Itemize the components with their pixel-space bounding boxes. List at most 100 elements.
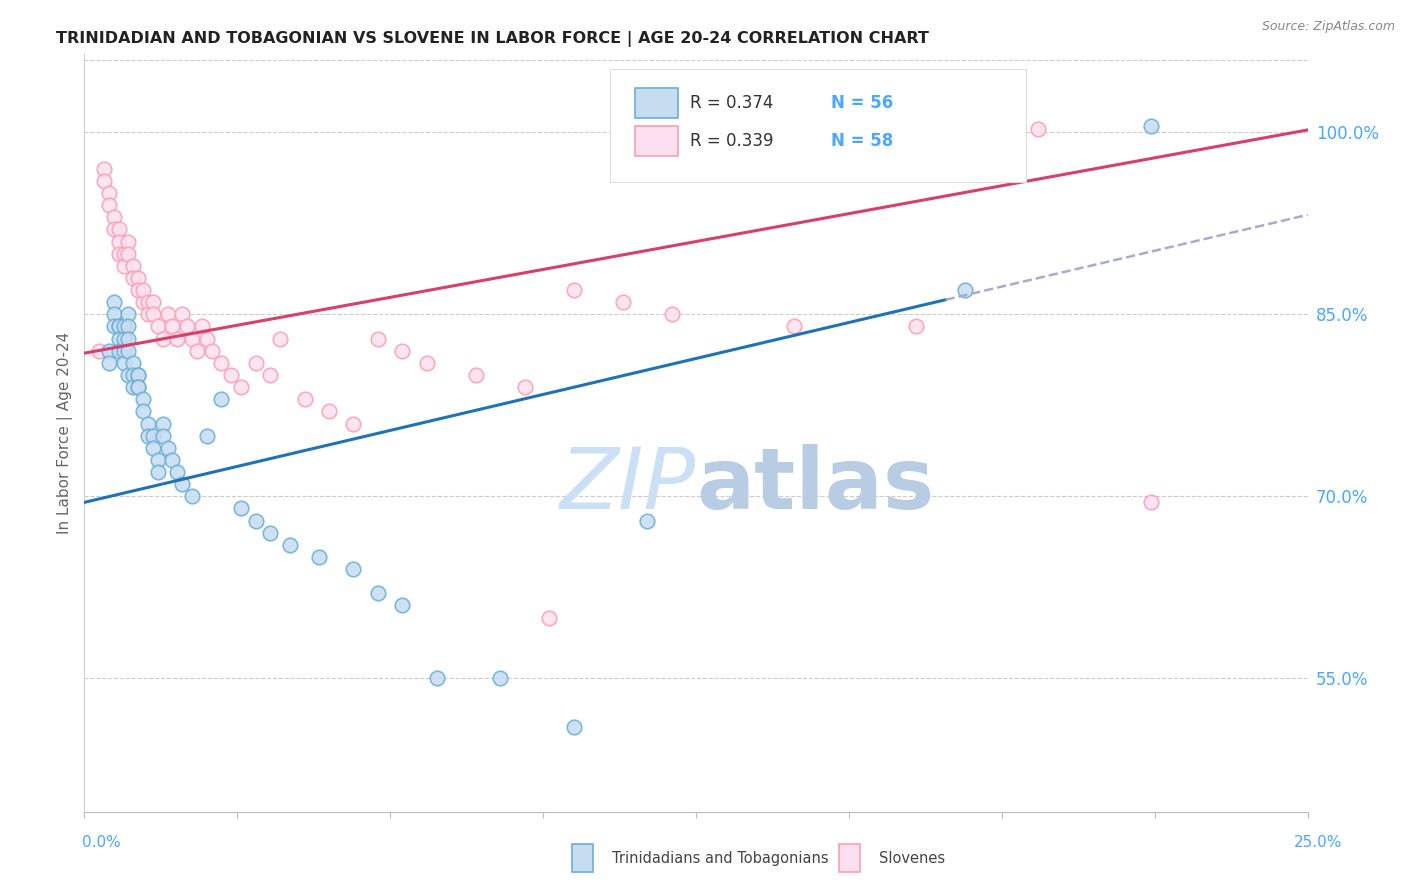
Point [93, 161, 115, 176]
Point [186, 343, 208, 358]
Point [562, 720, 585, 734]
Point [661, 307, 683, 321]
Point [117, 343, 139, 358]
Point [112, 246, 135, 260]
Point [142, 307, 165, 321]
Point [117, 332, 139, 346]
Point [122, 259, 145, 273]
Point [489, 671, 512, 685]
Point [127, 271, 149, 285]
Point [103, 307, 125, 321]
Text: Trinidadians and Tobagonians: Trinidadians and Tobagonians [612, 851, 828, 865]
Point [127, 368, 149, 382]
Point [146, 453, 169, 467]
Point [426, 671, 449, 685]
Point [308, 549, 330, 564]
Y-axis label: In Labor Force | Age 20-24: In Labor Force | Age 20-24 [58, 332, 73, 533]
Point [219, 368, 242, 382]
Point [117, 307, 139, 321]
Point [146, 319, 169, 334]
Point [127, 368, 149, 382]
Point [112, 319, 135, 334]
Point [166, 465, 188, 479]
Point [122, 271, 145, 285]
Point [538, 610, 561, 624]
Point [562, 283, 585, 297]
Point [132, 404, 155, 418]
Point [107, 319, 129, 334]
Point [122, 380, 145, 394]
Point [112, 259, 135, 273]
Text: TRINIDADIAN AND TOBAGONIAN VS SLOVENE IN LABOR FORCE | AGE 20-24 CORRELATION CHA: TRINIDADIAN AND TOBAGONIAN VS SLOVENE IN… [56, 31, 929, 47]
Point [783, 319, 806, 334]
Point [209, 392, 232, 407]
Point [112, 343, 135, 358]
Text: 25.0%: 25.0% [1295, 836, 1343, 850]
Point [181, 332, 204, 346]
Point [107, 246, 129, 260]
Point [278, 538, 301, 552]
Point [464, 368, 486, 382]
Point [107, 222, 129, 236]
Point [195, 332, 218, 346]
Point [156, 441, 179, 455]
Point [142, 428, 165, 442]
Point [107, 235, 129, 249]
Point [318, 404, 340, 418]
Point [117, 319, 139, 334]
Point [1140, 120, 1163, 134]
Point [127, 283, 149, 297]
Point [103, 211, 125, 225]
Point [117, 246, 139, 260]
Point [127, 380, 149, 394]
Point [103, 222, 125, 236]
Point [259, 525, 281, 540]
Point [162, 319, 184, 334]
Point [107, 343, 129, 358]
Point [245, 356, 267, 370]
Point [191, 319, 214, 334]
Point [136, 295, 159, 310]
Point [513, 380, 536, 394]
Point [166, 332, 188, 346]
Point [229, 501, 252, 516]
Point [103, 295, 125, 310]
Point [200, 343, 222, 358]
Point [195, 428, 218, 442]
Point [117, 235, 139, 249]
Point [181, 489, 204, 503]
Text: 0.0%: 0.0% [82, 836, 121, 850]
Point [391, 343, 413, 358]
Point [112, 332, 135, 346]
Point [1028, 121, 1050, 136]
Text: ZIP: ZIP [560, 444, 696, 527]
FancyBboxPatch shape [610, 69, 1026, 183]
Point [117, 368, 139, 382]
Point [136, 417, 159, 431]
Point [87, 343, 110, 358]
Point [391, 599, 413, 613]
Point [176, 319, 198, 334]
Text: R = 0.374: R = 0.374 [690, 94, 773, 112]
Point [146, 465, 169, 479]
Text: N = 58: N = 58 [831, 132, 893, 150]
Text: R = 0.339: R = 0.339 [690, 132, 773, 150]
Point [107, 319, 129, 334]
Point [156, 307, 179, 321]
Text: N = 56: N = 56 [831, 94, 893, 112]
Point [142, 295, 165, 310]
Point [342, 562, 364, 576]
Point [416, 356, 439, 370]
Point [122, 368, 145, 382]
Text: Slovenes: Slovenes [879, 851, 945, 865]
Point [367, 586, 389, 600]
Point [127, 380, 149, 394]
Point [152, 417, 174, 431]
Text: atlas: atlas [696, 444, 934, 527]
Point [107, 332, 129, 346]
Point [132, 295, 155, 310]
Point [636, 514, 658, 528]
Point [1140, 495, 1163, 509]
Point [132, 392, 155, 407]
Point [209, 356, 232, 370]
